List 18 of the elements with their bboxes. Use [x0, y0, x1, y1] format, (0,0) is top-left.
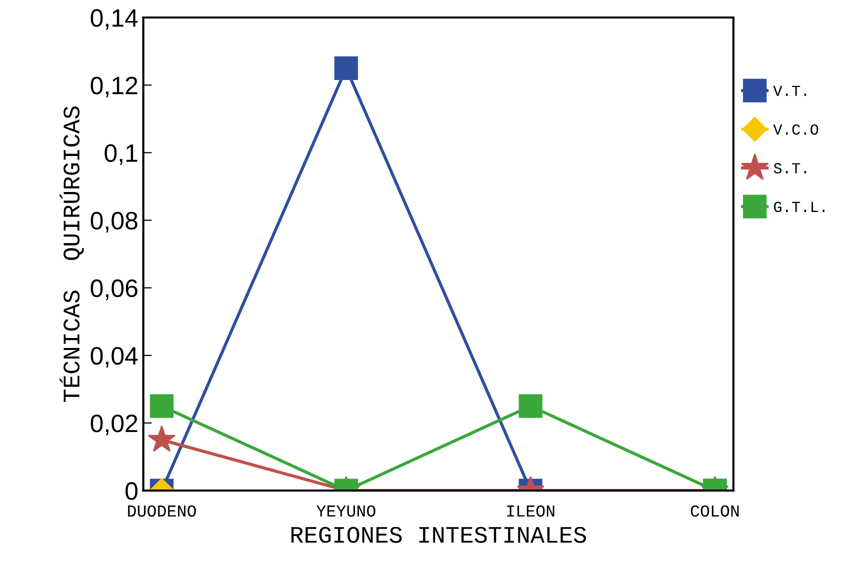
y-axis-title: TÉCNICAS QUIRÚRGICAS — [60, 106, 84, 402]
legend-label: V.C.O — [773, 124, 818, 135]
x-tick-label: ILEON — [507, 505, 554, 517]
y-tick-label: 0,08 — [90, 212, 138, 233]
x-tick-label: COLON — [690, 505, 739, 517]
x-axis-title: REGIONES INTESTINALES — [291, 526, 586, 543]
legend-label: G.T.L. — [774, 202, 824, 212]
x-tick-label: YEYUNO — [316, 505, 376, 517]
legend-label: V.T. — [773, 86, 806, 96]
y-tick-label: 0,06 — [90, 279, 138, 300]
legend-label: S.T. — [774, 163, 806, 174]
y-tick-label: 0,14 — [90, 9, 138, 30]
y-tick-label: 0,12 — [90, 76, 138, 98]
x-tick-label: DUODENO — [128, 505, 196, 517]
y-tick-label: 0 — [126, 482, 138, 500]
y-tick-label: 0,04 — [90, 347, 138, 368]
y-tick-label: 0,1 — [104, 144, 138, 165]
y-tick-label: 0,02 — [90, 414, 138, 436]
